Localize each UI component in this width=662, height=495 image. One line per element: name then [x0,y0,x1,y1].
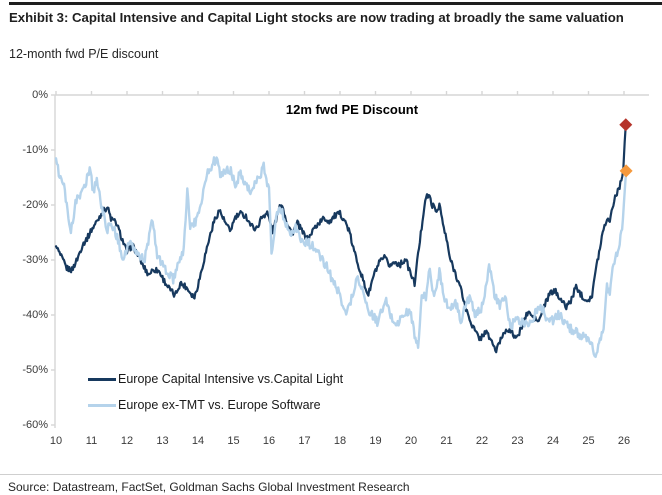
ex-tmt-latest-marker [619,164,633,178]
x-axis-tick-label: 22 [475,435,489,447]
x-axis-tick-label: 10 [49,435,63,447]
x-axis-tick-label: 13 [156,435,169,447]
capital-intensive-latest-marker [619,118,633,132]
y-axis-tick-label: -10% [22,144,48,156]
x-axis-tick-label: 16 [262,435,276,447]
x-axis-tick-label: 19 [369,435,382,447]
source-note: Source: Datastream, FactSet, Goldman Sac… [8,480,410,494]
x-axis-tick-label: 15 [227,435,240,447]
chart-title: 12m fwd PE Discount [285,102,419,117]
top-rule [9,2,662,5]
y-axis-tick-label: -40% [22,309,48,321]
x-axis-tick-label: 20 [404,435,418,447]
legend-label-capital-intensive: Europe Capital Intensive vs.Capital Ligh… [118,372,344,386]
source-divider [0,474,662,475]
y-axis-tick-label: 0% [32,89,48,101]
x-axis-tick-label: 17 [298,435,311,447]
y-axis-tick-label: -20% [22,199,48,211]
x-axis-tick-label: 26 [617,435,631,447]
x-axis-tick-label: 24 [546,435,560,447]
legend-item-capital-intensive: Europe Capital Intensive vs.Capital Ligh… [88,370,343,388]
x-axis-tick-label: 11 [85,435,98,447]
y-axis-tick-label: -50% [22,364,48,376]
x-axis-tick-label: 25 [582,435,595,447]
exhibit-title: Exhibit 3: Capital Intensive and Capital… [9,10,624,25]
x-axis-tick-label: 18 [333,435,347,447]
exhibit-subtitle: 12-month fwd P/E discount [9,47,159,61]
capital-intensive-line-swatch [88,377,116,381]
x-axis-tick-label: 12 [120,435,134,447]
x-axis-tick-label: 23 [511,435,524,447]
ex-tmt-line-swatch [88,403,116,407]
chart-legend: Europe Capital Intensive vs.Capital Ligh… [88,370,343,422]
legend-label-ex-tmt: Europe ex-TMT vs. Europe Software [118,398,321,412]
x-axis-tick-label: 21 [440,435,453,447]
y-axis-tick-label: -30% [22,254,48,266]
x-axis-tick-label: 14 [191,435,205,447]
legend-item-ex-tmt: Europe ex-TMT vs. Europe Software [88,396,343,414]
y-axis-tick-label: -60% [22,419,48,431]
